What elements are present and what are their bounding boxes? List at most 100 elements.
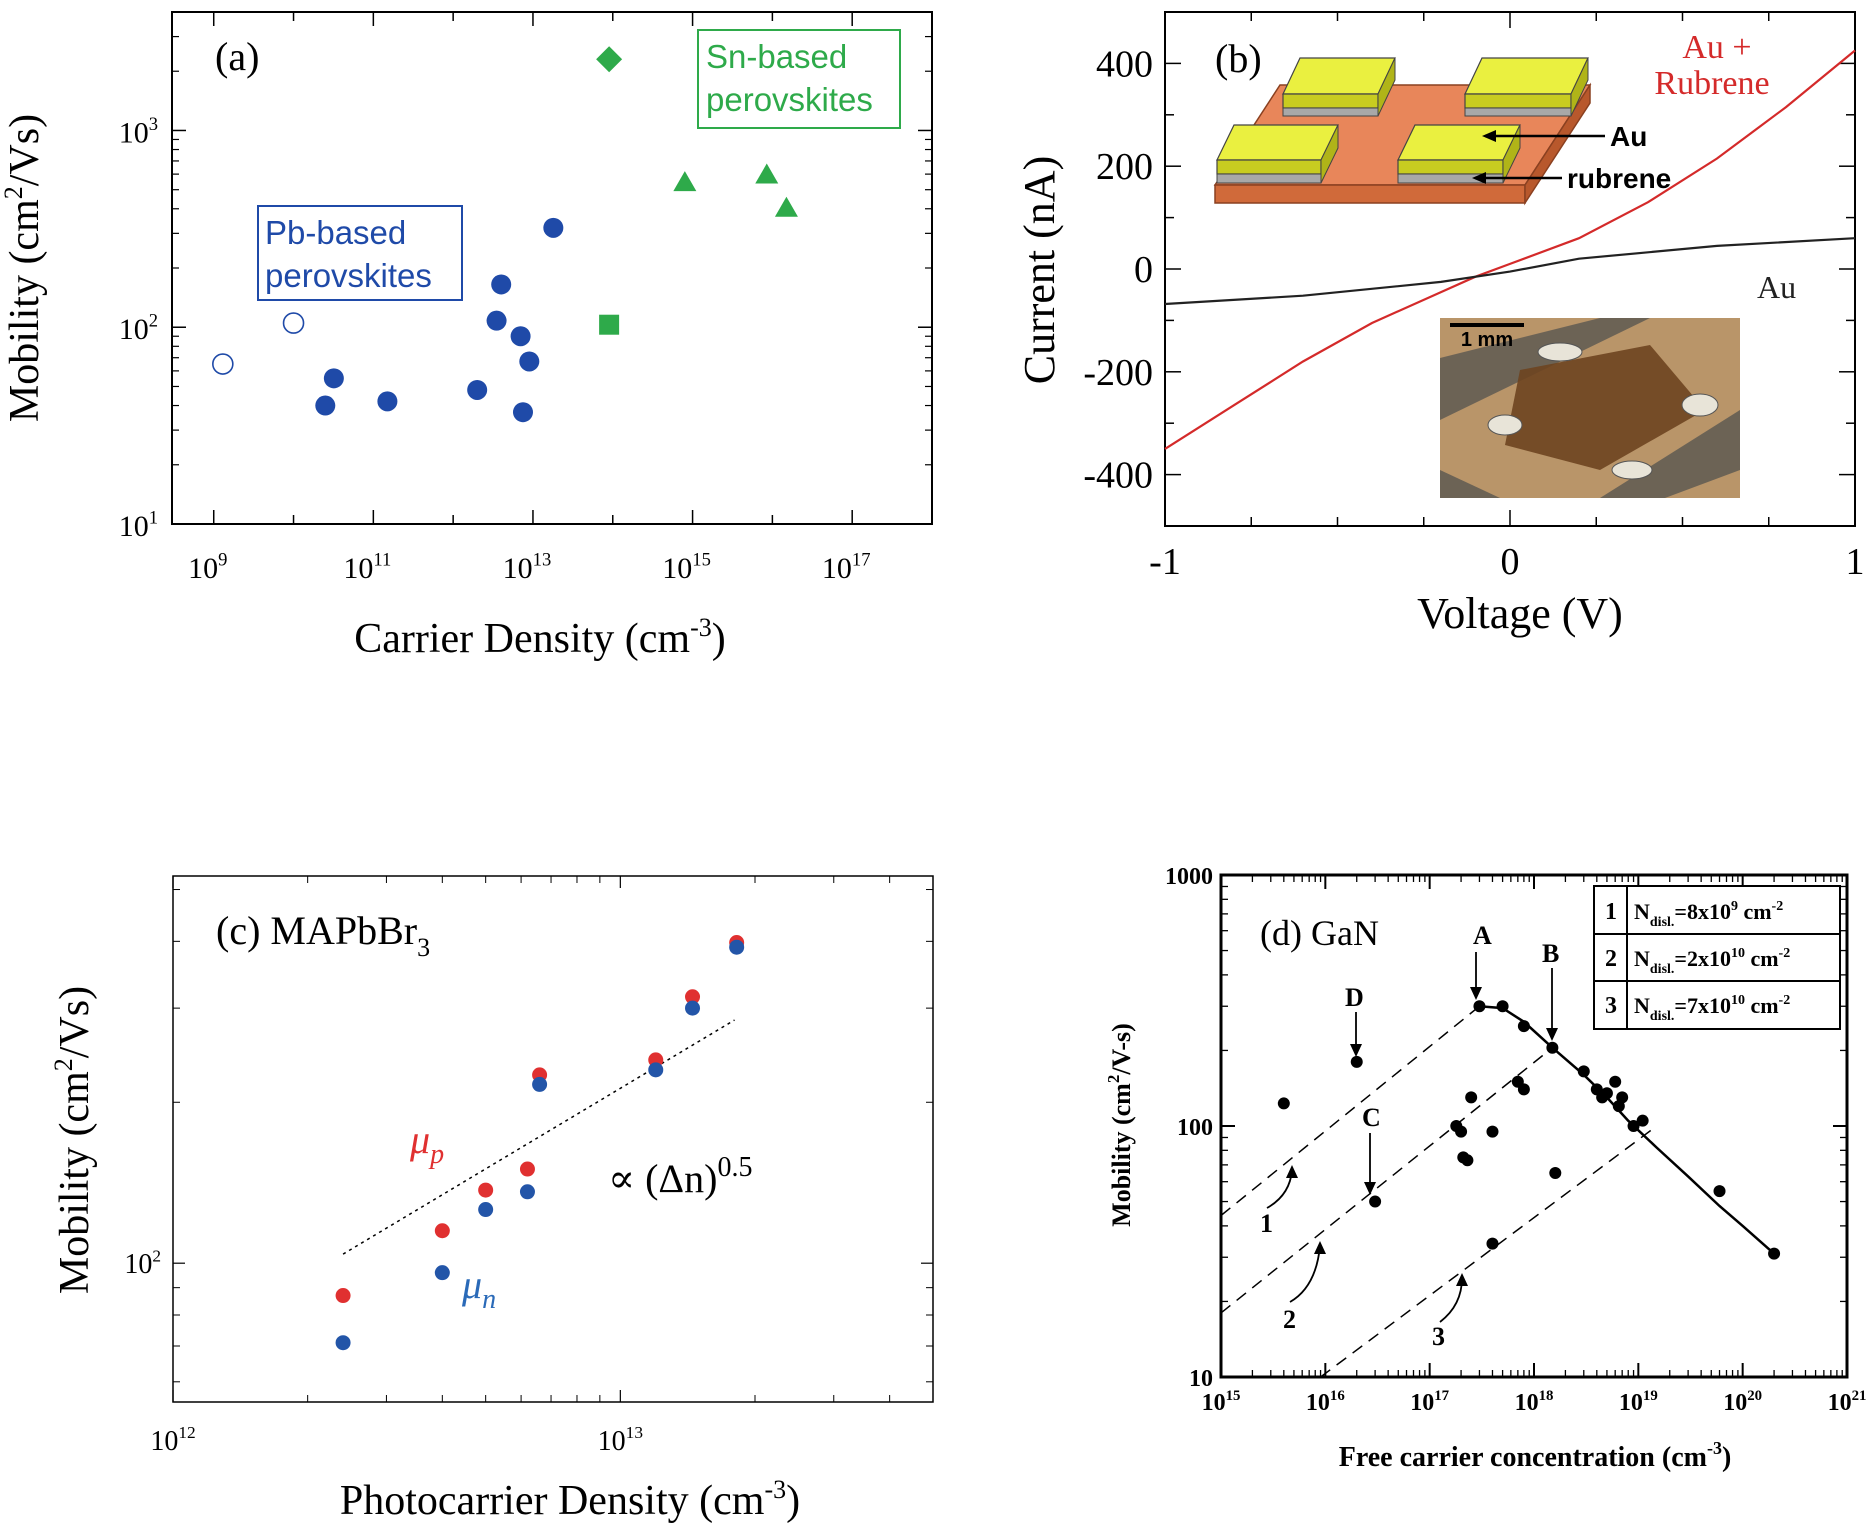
- panel-d-x-tick-label-3-exp: 18: [1539, 1388, 1554, 1404]
- panel-a-point-s1-7: [512, 402, 533, 423]
- panel-c-point-mu-p-6: [685, 989, 701, 1005]
- panel-b-x-tick-label-0: -1: [1149, 541, 1181, 583]
- panel-d-point-0: [1277, 1097, 1290, 1110]
- panel-a-y-tick-label-1-base: 10: [119, 313, 149, 346]
- panel-d-x-tick-label-3-base: 10: [1515, 1390, 1539, 1416]
- legend-entry-3-part-3: 10: [1731, 993, 1745, 1008]
- pb-annotation-box: [257, 205, 463, 301]
- panel-a-point-s1-5: [491, 274, 512, 295]
- micrograph-contact-2: [1681, 393, 1719, 417]
- panel-b-label: (b): [1215, 36, 1262, 81]
- panel-c-title: (c) MAPbBr3: [216, 908, 430, 962]
- panel-c-y-tick-label-0-base: 10: [124, 1249, 152, 1280]
- panel-a-point-s4-0: [673, 171, 697, 192]
- legend-entry-3-part-2: =7x10: [1674, 993, 1731, 1018]
- dashed-line-1: [1220, 1005, 1480, 1217]
- point-label-b: B: [1542, 939, 1559, 968]
- electrode-back-right: [1464, 57, 1589, 117]
- panel-d-x-tick-label-0: 1015: [1202, 1388, 1241, 1416]
- panel-b-x-tick-label-1: 0: [1501, 541, 1520, 583]
- panel-a-y-tick-label-2-base: 10: [119, 116, 149, 149]
- au-curve: [1164, 237, 1856, 306]
- panel-d-x-tick-label-2-base: 10: [1410, 1390, 1434, 1416]
- panel-b-y-tick-label-2: 0: [1134, 249, 1153, 291]
- panel-a-x-tick-label-3-exp: 15: [692, 549, 711, 570]
- panel-b: -1 0 1 400 200 0 -200 -400 (b) Au + Rubrene Au: [1015, 11, 1865, 638]
- panel-d-x-tick-label-0-exp: 15: [1226, 1388, 1241, 1404]
- panel-d-x-tick-label-5: 1020: [1723, 1388, 1762, 1416]
- legend-entry-2-part-0: N: [1634, 946, 1650, 971]
- panel-a-point-s4-1: [755, 163, 779, 184]
- panel-a-point-s0-0: [212, 353, 234, 375]
- inset-label-rubrene: rubrene: [1567, 163, 1671, 194]
- legend-entry-3-part-5: -2: [1779, 993, 1791, 1008]
- panel-d-point-20: [1609, 1075, 1622, 1088]
- panel-d-point-10: [1496, 1000, 1509, 1013]
- panel-d-x-tick-label-6-exp: 21: [1852, 1388, 1867, 1404]
- panel-c-point-mu-n-7: [729, 939, 745, 955]
- au-rubrene-curve: [1164, 49, 1856, 450]
- panel-c-x-tick-label-0-exp: 12: [178, 1423, 195, 1442]
- mu-p-label: μp: [409, 1117, 444, 1170]
- panel-b-axis-ticks: -1 0 1 400 200 0 -200 -400: [1083, 12, 1865, 583]
- panel-d-point-25: [1713, 1185, 1726, 1198]
- panel-a-point-s1-4: [486, 310, 507, 331]
- panel-c-x-tick-label-1: 1013: [598, 1423, 643, 1457]
- panel-a-x-tick-label-1: 1011: [343, 549, 391, 585]
- panel-b-y-tick-label-1: 200: [1096, 146, 1153, 188]
- panel-d-point-23: [1627, 1120, 1640, 1132]
- panel-c-y-tick-label-0: 102: [124, 1246, 161, 1280]
- panel-d-point-12: [1517, 1083, 1530, 1096]
- panel-d-legend: 1 Ndisl.=8x109 cm-22 Ndisl.=2x1010 cm-23 Nd…: [1593, 885, 1841, 1030]
- panel-d-x-tick-label-2: 1017: [1410, 1388, 1449, 1416]
- panel-b-y-axis-label: Current (nA): [1015, 156, 1064, 385]
- panel-d-x-tick-label-5-exp: 20: [1747, 1388, 1762, 1404]
- micrograph-scale-label: 1 mm: [1461, 329, 1513, 351]
- panel-d-point-27: [1486, 1237, 1499, 1250]
- legend-entry-1-part-2: =8x10: [1674, 899, 1731, 924]
- panel-d-point-22: [1616, 1091, 1629, 1104]
- point-label-c: C: [1362, 1103, 1381, 1132]
- panel-a-y-tick-label-0: 101: [119, 507, 158, 543]
- legend-entry-3-part-1: disl.: [1650, 1009, 1675, 1024]
- panel-d-title: (d) GaN: [1260, 913, 1379, 953]
- mu-n-label: μn: [461, 1262, 496, 1315]
- legend-entry-1-part-5: -2: [1772, 899, 1784, 914]
- legend-entry-2-part-3: 10: [1731, 946, 1745, 961]
- panel-a-x-tick-label-1-base: 10: [343, 552, 373, 585]
- panel-a-point-s3-0: [599, 314, 620, 335]
- legend-entry-1: Ndisl.=8x109 cm-2: [1634, 899, 1783, 930]
- micrograph-contact-1: [1537, 342, 1583, 362]
- legend-entry-2-part-1: disl.: [1650, 962, 1675, 977]
- panel-a-x-tick-label-4-exp: 17: [852, 549, 871, 570]
- legend-entry-2-part-4: cm: [1745, 946, 1779, 971]
- schematic-substrate-side: [1524, 82, 1591, 206]
- panel-a-x-tick-label-0-base: 10: [188, 552, 218, 585]
- panel-c-fit-line: [342, 1019, 735, 1255]
- panel-a-point-s0-1: [282, 312, 305, 334]
- panel-d-y-axis-label: Mobility (cm2/V-s): [1104, 1023, 1136, 1227]
- panel-d-x-tick-label-1-exp: 16: [1330, 1388, 1345, 1404]
- panel-c-point-mu-p-0: [335, 1288, 351, 1304]
- panel-c-x-tick-label-0: 1012: [150, 1423, 195, 1457]
- fit-label: ∝ (Δn)0.5: [608, 1152, 752, 1201]
- line-label-1: 1: [1260, 1209, 1273, 1238]
- point-label-d: D: [1345, 983, 1364, 1012]
- micrograph-contact-4: [1611, 460, 1653, 480]
- fit-solid-curve: [1479, 1004, 1775, 1255]
- panel-d-point-14: [1546, 1041, 1559, 1054]
- panel-c-y-tick-label-0-exp: 2: [152, 1246, 161, 1265]
- sn-annotation-line2: perovskites: [706, 81, 873, 118]
- panel-a-x-tick-label-2-base: 10: [503, 552, 533, 585]
- device-micrograph-inset: 1 mm: [1440, 318, 1740, 498]
- panel-a-data-points: [212, 46, 798, 423]
- point-label-a: A: [1473, 921, 1492, 950]
- panel-d-x-tick-label-4: 1019: [1619, 1388, 1658, 1416]
- panel-c-point-mu-n-3: [519, 1184, 535, 1200]
- panel-d-point-1: [1350, 1055, 1363, 1068]
- sn-annotation-box: [697, 29, 901, 129]
- panel-a-point-s1-6: [510, 326, 531, 347]
